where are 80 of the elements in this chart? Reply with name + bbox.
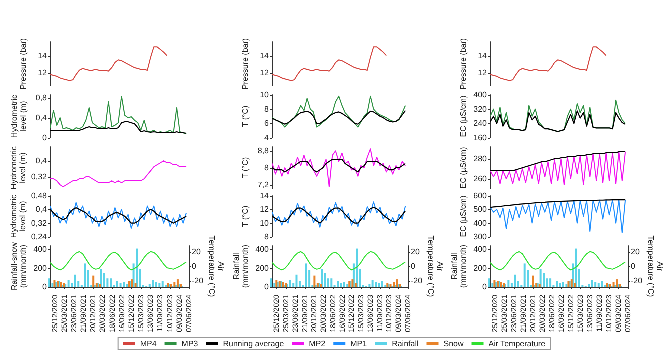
y-tick-label: 280 — [474, 154, 488, 164]
y2-axis-title: Air Temperature (°C) — [646, 236, 664, 298]
y-tick-label: 4 — [264, 134, 270, 142]
y-axis-title: Rainfall-snow (mm/month) — [10, 242, 28, 291]
y-tick-label: 500 — [474, 205, 488, 214]
legend-label: Running average — [223, 340, 285, 348]
y-axis-title: Pressure (bar) — [459, 38, 468, 90]
y-axis-title: Pressure (bar) — [241, 38, 250, 90]
y-tick-label: 10 — [260, 218, 270, 228]
y-tick-label: 7,2 — [258, 180, 270, 190]
y-tick-label: 0,32 — [31, 172, 48, 182]
y-axis-title: EC (µS/cm) — [459, 146, 468, 189]
y-tick-label: 200 — [474, 264, 488, 273]
y-tick-label: 14 — [260, 192, 270, 200]
y-tick-label: 0,4 — [36, 114, 48, 122]
y-tick-label: 320 — [474, 104, 488, 114]
y-tick-label: 12 — [260, 205, 270, 214]
y-axis-title: EC (µS/cm) — [459, 95, 468, 138]
y-tick-label: 0,32 — [31, 218, 48, 228]
y-tick-label: 300 — [474, 232, 488, 242]
y-tick-label: 12 — [478, 68, 488, 78]
y-tick-label: 0,48 — [31, 192, 48, 200]
y-tick-label: 12 — [38, 68, 48, 78]
y-tick-label: 0,4 — [36, 205, 48, 214]
y2-tick-label: 0 — [411, 262, 416, 271]
y-axis-title: Rainfall (mm/month) — [232, 244, 250, 288]
y-tick-label: 400 — [474, 90, 488, 100]
y-axis-title: Hydrometric level (m) — [10, 194, 28, 238]
y-tick-label: 14 — [260, 51, 270, 60]
y-tick-label: 200 — [256, 264, 270, 273]
y2-axis-title: Air Temperature (°C) — [426, 236, 444, 298]
y2-tick-label: -20 — [631, 276, 644, 286]
y-axis-title: Rainfall (mm/month) — [450, 244, 468, 288]
y-tick-label: 12 — [260, 68, 270, 78]
legend-label: MP4 — [140, 340, 158, 348]
y2-tick-label: 20 — [192, 247, 202, 256]
y-tick-label: 260 — [474, 174, 488, 184]
y-axis-title: Pressure (bar) — [19, 38, 28, 90]
y-tick-label: 400 — [474, 245, 488, 254]
y-tick-label: 0 — [482, 282, 488, 292]
y-axis-title: Hydrometric level (m) — [10, 146, 28, 190]
y-tick-label: 8,8 — [258, 146, 270, 156]
y-axis-title: EC (µS/cm) — [459, 195, 468, 238]
legend-label: Rainfall — [392, 340, 419, 348]
y-tick-label: 0,8 — [36, 94, 48, 102]
y2-tick-label: -20 — [411, 276, 424, 286]
y2-tick-label: 20 — [411, 247, 420, 256]
y-tick-label: 8 — [264, 104, 270, 114]
y-axis-title: T (°C) — [241, 157, 250, 179]
y-tick-label: 0,24 — [31, 232, 48, 242]
legend-label: MP3 — [182, 340, 199, 348]
legend-label: Air Temperature — [488, 340, 546, 348]
legend-label: MP1 — [350, 340, 368, 348]
y-axis-title: Hydrometric level (m) — [10, 94, 28, 138]
y-tick-label: 14 — [38, 51, 48, 60]
y-tick-label: 200 — [34, 264, 48, 273]
y-tick-label: 400 — [256, 245, 270, 254]
legend-label: MP2 — [309, 340, 326, 348]
y-tick-label: 6 — [264, 119, 270, 128]
y-axis-title: T (°C) — [241, 106, 250, 128]
y2-tick-label: 0 — [631, 262, 636, 271]
y2-axis-title: Air Temperature (°C) — [207, 236, 226, 298]
y-tick-label: 160 — [474, 134, 488, 142]
y-tick-label: 240 — [474, 119, 488, 128]
y2-tick-label: -20 — [192, 276, 204, 286]
y-axis-title: T (°C) — [241, 206, 250, 228]
y-tick-label: 0 — [264, 282, 270, 292]
y-tick-label: 600 — [474, 192, 488, 200]
legend-label: Snow — [444, 340, 464, 348]
y-tick-label: 14 — [478, 51, 488, 60]
y-tick-label: 10 — [260, 90, 270, 100]
y-tick-label: 400 — [474, 218, 488, 228]
y-tick-label: 0 — [42, 134, 48, 142]
y-tick-label: 0 — [42, 282, 48, 292]
y-tick-label: 8 — [264, 232, 270, 242]
y-tick-label: 400 — [34, 245, 48, 254]
y-tick-label: 0,4 — [36, 156, 48, 166]
y-tick-label: 8 — [264, 164, 270, 172]
y2-tick-label: 20 — [631, 247, 640, 256]
y2-tick-label: 0 — [192, 262, 197, 271]
